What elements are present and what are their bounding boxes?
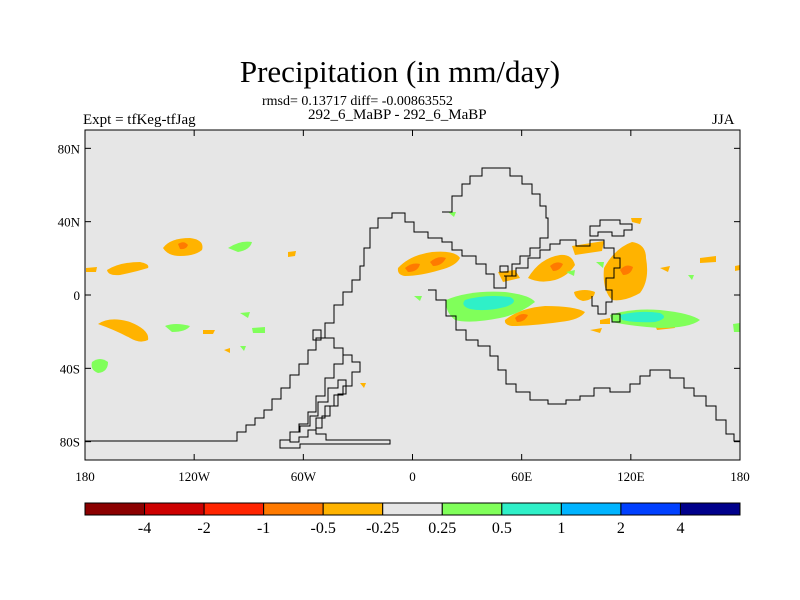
colorbar-label: 0.5 [492,520,512,537]
colorbar-box [560,502,622,516]
colorbar-label: -2 [197,520,210,537]
coastline-arabia [499,265,509,273]
x-tick-label: 60W [291,469,317,484]
stats-line: rmsd= 0.13717 diff= -0.00863552 [262,94,453,109]
anomaly-region-enso [700,256,716,263]
anomaly-region-sw-green [91,359,108,373]
anomaly-region-dateline [86,267,97,272]
anomaly-region-npac-west-core [178,242,188,250]
colorbar-label: -0.25 [366,520,399,537]
anomaly-region-pac-green-1 [228,241,252,252]
colorbar-box [501,502,562,516]
coastline-greenland [442,167,549,277]
subtitle: 292_6_MaBP - 292_6_MaBP [308,107,487,123]
anomaly-region-sw-pac [590,328,602,333]
colorbar-label: 4 [676,520,684,537]
anomaly-region-india-core [550,262,563,271]
y-tick-label: 80S [60,435,80,450]
anomaly-region-namerica [288,251,296,257]
anomaly-region-east-africa [574,290,595,301]
map-title: Precipitation (in mm/day) [239,54,561,89]
colorbar-box [322,502,384,516]
coastline-asia-north [498,239,621,315]
x-tick-label: 0 [409,469,416,484]
anomaly-region-japan [631,218,642,224]
map-ticks [84,130,741,460]
anomaly-region-asia-green-1 [566,270,575,276]
anomaly-region-wpac-small [660,266,670,272]
coastlines [85,167,740,449]
y-tick-label: 40N [58,215,81,230]
colorbar-box [441,502,503,516]
coastline-east-asia [589,219,633,237]
coastline-africa-eurasia [428,289,740,442]
colorbar-label: -0.5 [311,520,336,537]
colorbar-label: -4 [138,520,151,537]
anomaly-region-sahel-core-1 [405,263,420,272]
experiment-label: Expt = tfKeg-tfJag [83,112,196,128]
anomaly-region-npac-central [107,262,149,276]
colorbar-label: 0.25 [428,520,456,537]
x-tick-label: 60E [511,469,532,484]
anomaly-region-china [572,241,604,255]
y-tick-label: 80N [58,141,81,156]
x-tick-label: 120E [617,469,645,484]
colorbar-box [382,502,443,516]
colorbar-box [144,502,205,516]
anomaly-region-spac-dot [224,348,230,353]
coastline-caribbean [312,329,322,341]
anomaly-region-asia-green-3 [448,212,456,217]
anomaly-region-wpac-eq-core [620,311,664,323]
anomaly-region-far-east [735,265,740,271]
anomaly-region-indian-core [515,314,528,322]
anomaly-region-sahel-core-2 [430,257,446,266]
colorbar-label: 1 [557,520,565,537]
colorbar-label: -1 [257,520,270,537]
coastline-americas [85,212,498,442]
x-tick-label: 120W [178,469,211,484]
x-tick-label: 180 [75,469,95,484]
anomaly-region-indo [600,318,610,324]
anomaly-contours-negative [91,212,740,373]
anomaly-contours [86,218,740,388]
y-tick-label: 0 [74,288,81,303]
colorbar-boxes [84,502,741,516]
anomaly-region-satlantic [360,383,366,388]
anomaly-region-indian-ocean [504,306,585,326]
anomaly-region-pac-green-4 [252,327,265,333]
colorbar-box [620,502,681,516]
anomaly-region-pac-green-6 [688,275,694,280]
anomaly-region-indian-small [548,313,562,320]
coastline-antarctic-peninsula [279,379,391,449]
anomaly-region-pac-green-3 [240,312,250,318]
anomaly-region-spac [98,319,149,342]
colorbar-box [84,502,146,516]
colorbar-labels: -4 -2 -1 -0.5 -0.25 0.25 0.5 1 2 4 [138,520,685,537]
anomaly-region-east-green [733,323,740,332]
colorbar-label: 2 [617,520,625,537]
coastline-australia [611,313,621,323]
anomaly-region-sea-core [620,265,633,275]
anomaly-region-africa-eq-core [463,296,514,311]
anomaly-region-pac-green-5 [240,346,246,351]
y-tick-label: 40S [60,361,80,376]
colorbar-box [263,502,324,516]
anomaly-region-eq-green-small [414,296,422,301]
anomaly-region-pac-green-2 [165,324,190,332]
season-label: JJA [712,112,735,128]
colorbar-box [203,502,265,516]
colorbar-box [679,502,741,516]
x-tick-label: 180 [730,469,750,484]
anomaly-region-spac-small [203,330,215,334]
anomaly-region-asia-green-2 [596,262,604,268]
map-tick-labels: 180 120W 60W 0 60E 120E 180 80N 40N 0 40S 80S [58,141,750,484]
